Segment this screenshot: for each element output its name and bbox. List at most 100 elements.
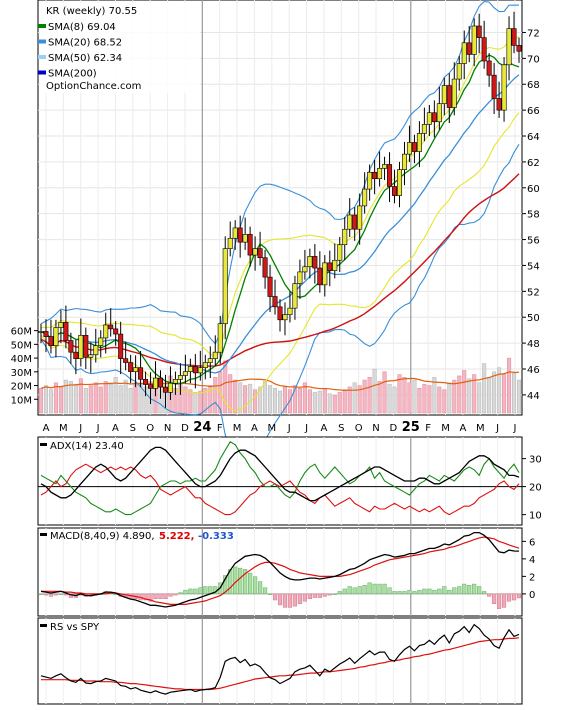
macd-axis: 0 2 4 6 <box>522 537 535 601</box>
time-axis-label: J <box>304 423 308 434</box>
macd-signal-line <box>41 536 520 605</box>
time-axis-label: J <box>495 423 499 434</box>
price-tick-label: 60 <box>527 184 540 195</box>
candle-up <box>426 112 432 125</box>
macd-histogram-bar <box>53 593 59 596</box>
macd-histogram-bar <box>253 576 258 595</box>
macd-histogram-bar <box>362 585 367 595</box>
macd-title: MACD(8,40,9) 4.890, <box>50 531 155 542</box>
candlesticks <box>38 11 522 408</box>
macd-histogram-bar <box>262 587 268 595</box>
candle-up <box>222 248 228 324</box>
macd-histogram-bar <box>487 593 492 597</box>
legend-label: SMA(50) 62.34 <box>48 53 122 64</box>
candle-down <box>272 296 278 308</box>
candle-up <box>187 366 193 372</box>
candle-down <box>257 248 263 258</box>
candle-down <box>128 362 134 372</box>
candle-up <box>88 354 94 358</box>
candle-down <box>392 186 398 196</box>
macd-histogram-bar <box>397 591 402 595</box>
candle-down <box>496 98 502 111</box>
price-tick-label: 54 <box>527 261 540 272</box>
rs-average-line <box>41 637 520 691</box>
volume-bar <box>203 388 208 414</box>
volume-bar <box>307 389 312 414</box>
price-tick-label: 48 <box>527 339 540 350</box>
macd-histogram-bar <box>163 593 168 600</box>
candle-down <box>148 384 154 389</box>
candle-up <box>197 367 203 374</box>
macd-histogram-bar <box>352 587 357 595</box>
macd-histogram-bar <box>312 593 317 598</box>
candle-down <box>491 74 497 99</box>
candle-up <box>58 322 64 328</box>
macd-histogram-bar <box>168 593 173 597</box>
macd-histogram-bar <box>437 588 442 595</box>
volume-bar <box>183 386 188 414</box>
candle-down <box>262 257 268 278</box>
macd-histogram-bar <box>357 586 362 595</box>
volume-bar <box>98 386 103 414</box>
rs-panel-frame <box>37 617 523 705</box>
volume-bar <box>233 379 238 414</box>
volume-bar <box>193 392 198 414</box>
time-axis-label: S <box>130 423 136 434</box>
candle-up <box>78 335 84 359</box>
adx-legend-swatch <box>40 443 47 446</box>
macd-histogram-bar <box>193 588 198 595</box>
macd-histogram-bar <box>457 586 462 595</box>
macd-histogram-bar <box>63 593 68 596</box>
volume-bar <box>462 370 467 414</box>
candle-down <box>411 142 417 152</box>
candle-up <box>202 362 208 368</box>
volume-bar <box>507 357 512 414</box>
candle-down <box>516 45 522 52</box>
macd-histogram-bar <box>492 593 497 604</box>
candle-up <box>347 214 353 230</box>
candle-up <box>172 379 178 384</box>
volume-bar <box>53 382 58 414</box>
macd-histogram-bar <box>412 591 417 595</box>
adx-tick-label: 10 <box>529 511 542 522</box>
volume-bar <box>213 377 218 414</box>
volume-bar <box>357 385 362 414</box>
volume-bar <box>302 382 307 414</box>
volume-bar <box>516 379 522 414</box>
volume-bar <box>437 386 442 414</box>
time-axis-label: M <box>59 423 68 434</box>
volume-bar <box>367 377 372 414</box>
adx-lines <box>40 441 520 516</box>
macd-histogram-bar <box>158 593 163 600</box>
macd-histogram-bar <box>203 586 208 595</box>
candle-up <box>212 351 218 359</box>
candle-down <box>466 42 472 55</box>
legend: SMA(8) 69.04 SMA(20) 68.52 SMA(50) 62.34 SM… <box>38 22 122 80</box>
price-tick-label: 58 <box>527 210 540 221</box>
macd-histogram-bar <box>43 593 49 596</box>
volume-bar <box>268 385 273 414</box>
macd-tick-label: 2 <box>529 572 535 583</box>
candle-up <box>252 248 258 256</box>
time-axis-label: J <box>78 423 82 434</box>
time-axis-label: F <box>217 423 223 434</box>
candle-down <box>118 333 124 359</box>
candle-up <box>53 327 59 346</box>
time-axis-label: O <box>355 423 363 434</box>
candle-up <box>506 28 512 66</box>
volume-bar <box>208 385 213 414</box>
volume-bar <box>228 374 233 414</box>
macd-histogram-bar <box>153 593 158 600</box>
candle-up <box>441 85 447 104</box>
time-axis-label: O <box>146 423 154 434</box>
candle-down <box>158 377 164 388</box>
candle-up <box>98 337 104 346</box>
time-axis-label: M <box>476 423 485 434</box>
candle-up <box>302 266 308 273</box>
macd-histogram-bar <box>243 569 248 595</box>
time-axis-label: A <box>321 423 328 434</box>
macd-tick-label: 6 <box>529 537 535 548</box>
volume-bar <box>312 392 317 414</box>
